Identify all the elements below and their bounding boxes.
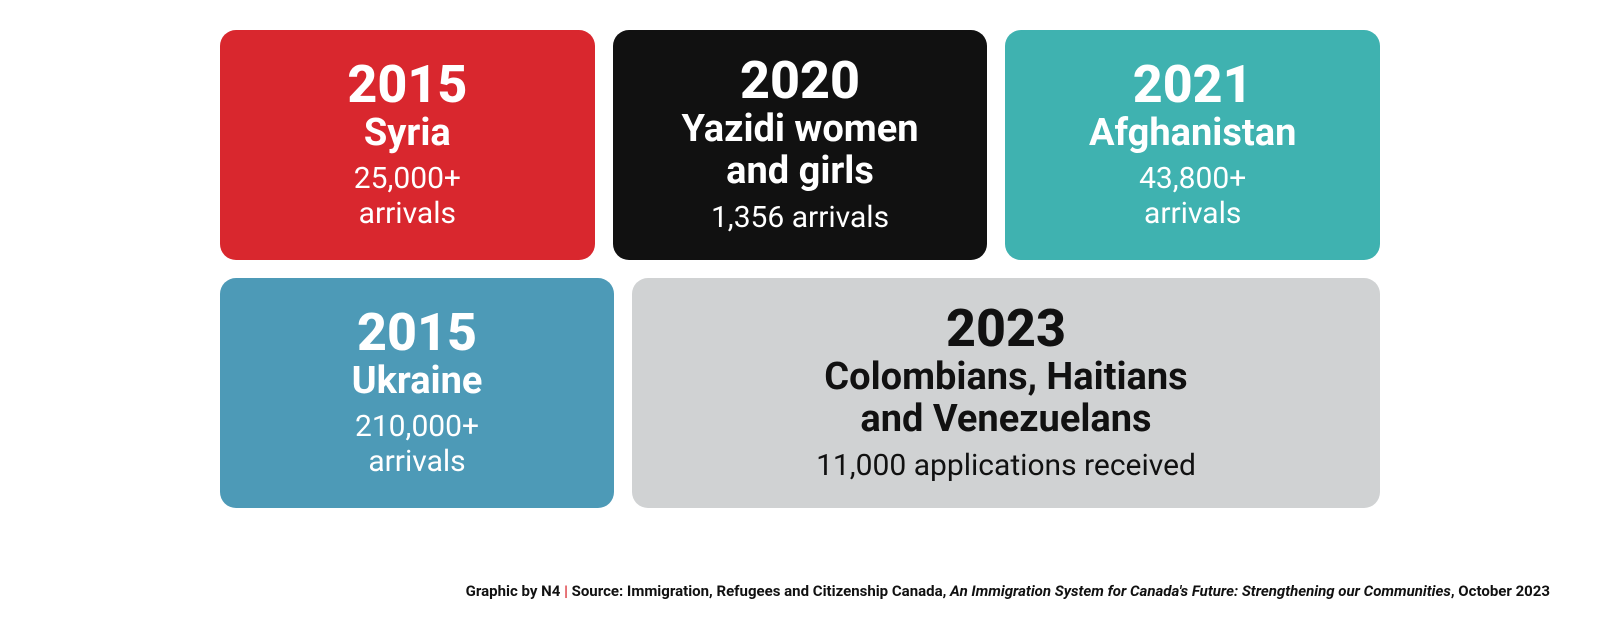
- card-stat: 43,800+arrivals: [1139, 162, 1246, 231]
- footer-separator: |: [560, 582, 571, 600]
- card-stat: 1,356 arrivals: [711, 201, 889, 236]
- card-year: 2020: [740, 55, 860, 107]
- card-year: 2021: [1133, 59, 1253, 111]
- footer-credit: Graphic by N4: [466, 582, 561, 600]
- card-year: 2015: [357, 307, 477, 359]
- card-americas: 2023 Colombians, Haitiansand Venezuelans…: [632, 278, 1380, 508]
- card-syria: 2015 Syria 25,000+arrivals: [220, 30, 595, 260]
- card-stat: 25,000+arrivals: [354, 162, 461, 231]
- card-year: 2015: [347, 59, 467, 111]
- card-group: Colombians, Haitiansand Venezuelans: [824, 357, 1187, 441]
- footer-source-suffix: , October 2023: [1451, 582, 1550, 600]
- footer-source-prefix: Source: Immigration, Refugees and Citize…: [572, 582, 950, 600]
- card-ukraine: 2015 Ukraine 210,000+arrivals: [220, 278, 614, 508]
- card-afghanistan: 2021 Afghanistan 43,800+arrivals: [1005, 30, 1380, 260]
- card-stat: 210,000+arrivals: [355, 410, 479, 479]
- card-group: Yazidi womenand girls: [682, 109, 919, 193]
- source-footer: Graphic by N4 | Source: Immigration, Ref…: [466, 582, 1550, 600]
- card-row-1: 2015 Syria 25,000+arrivals 2020 Yazidi w…: [220, 30, 1380, 260]
- card-row-2: 2015 Ukraine 210,000+arrivals 2023 Colom…: [220, 278, 1380, 508]
- card-stat: 11,000 applications received: [816, 449, 1196, 484]
- card-group: Afghanistan: [1089, 113, 1296, 155]
- card-group: Ukraine: [352, 361, 483, 403]
- card-group: Syria: [364, 113, 451, 155]
- footer-source-title: An Immigration System for Canada's Futur…: [950, 582, 1451, 600]
- card-yazidi: 2020 Yazidi womenand girls 1,356 arrival…: [613, 30, 988, 260]
- card-year: 2023: [946, 303, 1066, 355]
- infographic-container: 2015 Syria 25,000+arrivals 2020 Yazidi w…: [220, 30, 1380, 526]
